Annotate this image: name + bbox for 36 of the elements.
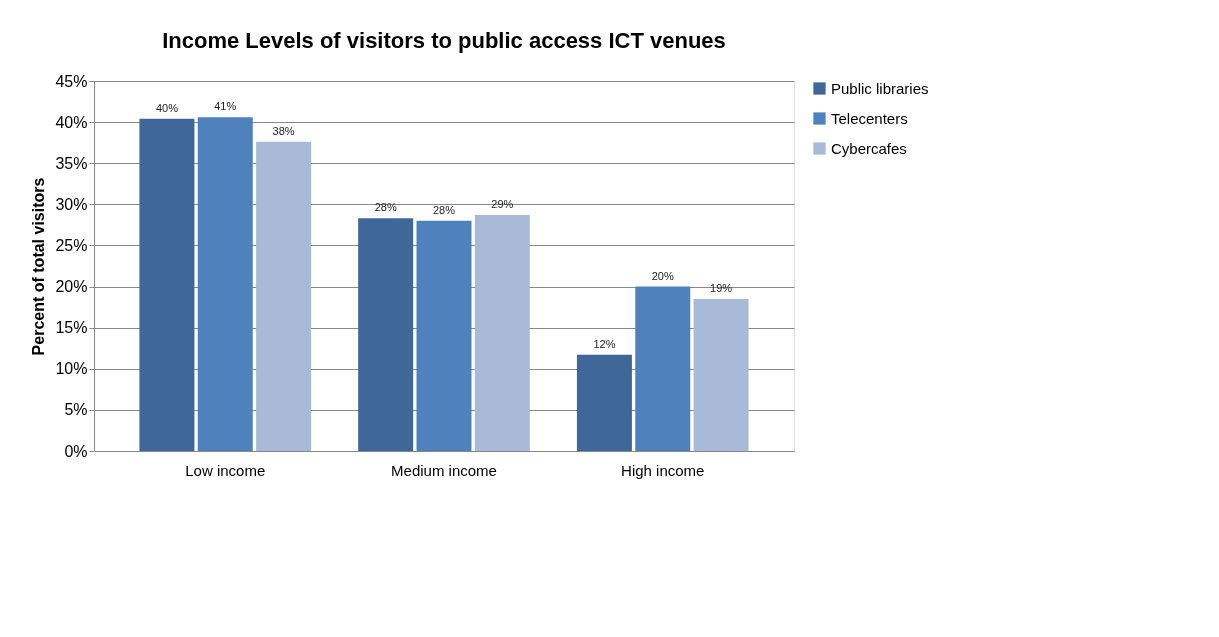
y-tick-label: 45%	[55, 72, 88, 90]
data-label: 12%	[593, 337, 616, 350]
data-label: 28%	[374, 201, 397, 214]
chart-title: Income Levels of visitors to public access ICT venues	[162, 28, 726, 53]
bar	[197, 117, 253, 451]
bar	[576, 354, 632, 451]
data-label: 19%	[710, 281, 733, 294]
y-tick-label: 0%	[64, 442, 88, 460]
x-tick-label: Medium income	[391, 461, 497, 479]
data-label: 20%	[651, 269, 674, 282]
bar	[139, 118, 195, 451]
y-tick-label: 35%	[55, 154, 88, 172]
y-tick-label: 15%	[55, 319, 88, 337]
y-tick-label: 40%	[55, 113, 88, 131]
bar	[358, 218, 414, 451]
bar	[256, 141, 312, 451]
legend-label: Telecenters	[831, 109, 908, 127]
data-label: 41%	[214, 100, 237, 113]
data-label: 38%	[272, 124, 295, 137]
data-label: 40%	[155, 101, 179, 114]
y-tick-label: 10%	[55, 360, 88, 378]
legend-label: Cybercafes	[831, 139, 907, 157]
legend-label: Public libraries	[831, 79, 929, 97]
y-axis-title: Percent of total visitors	[30, 177, 48, 356]
bar	[693, 298, 749, 451]
bar	[416, 220, 472, 451]
y-tick-label: 5%	[64, 401, 88, 419]
data-label: 29%	[491, 198, 514, 211]
x-tick-label: High income	[621, 461, 705, 479]
bar	[635, 286, 691, 451]
bar	[474, 215, 530, 451]
data-label: 28%	[432, 203, 456, 216]
y-tick-label: 30%	[55, 195, 88, 213]
x-tick-label: Low income	[185, 461, 266, 479]
y-tick-label: 20%	[55, 278, 88, 296]
y-tick-label: 25%	[55, 236, 88, 254]
